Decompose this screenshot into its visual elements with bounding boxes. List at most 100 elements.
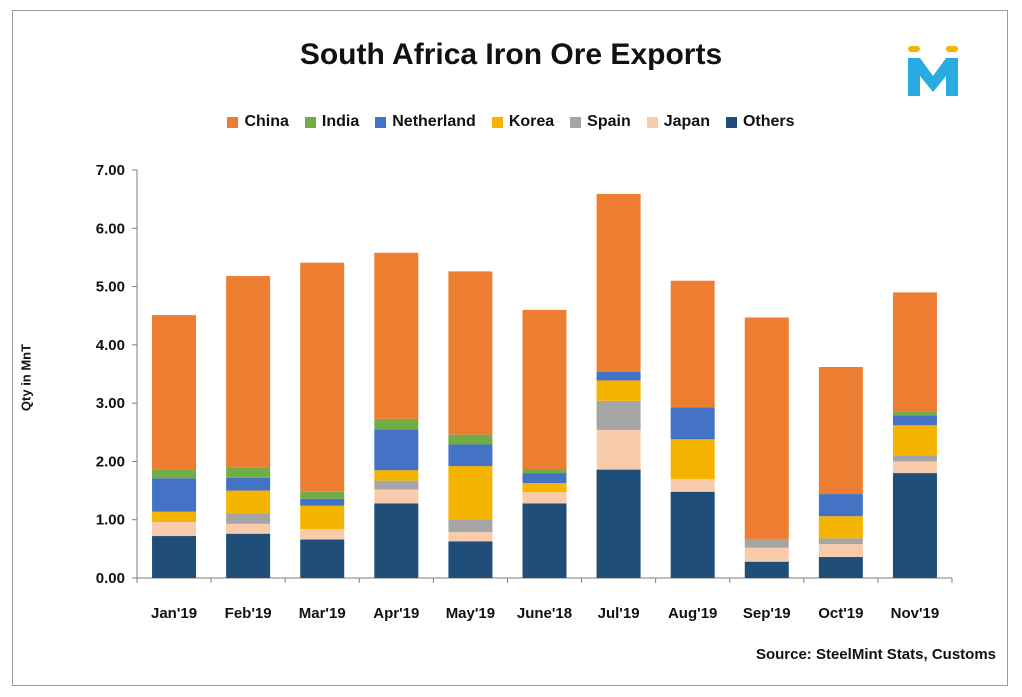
legend-item-netherland: Netherland [375,113,476,131]
legend-item-others: Others [725,113,795,131]
x-tick-label: Oct'19 [818,605,863,622]
y-tick-label: 2.00 [96,453,125,470]
bar-segment-netherland-9 [818,494,863,517]
bar-segment-others-1 [226,533,271,578]
bar-segment-china-9 [818,367,863,495]
bar-segment-india-10 [892,411,937,416]
legend-label: Spain [587,113,631,130]
bar-segment-japan-9 [818,544,863,558]
x-tick-label: Aug'19 [668,605,717,622]
bar-segment-spain-3 [374,480,419,490]
bar-segment-korea-10 [892,425,937,456]
bar-segment-korea-4 [448,466,493,520]
bar-segment-korea-9 [818,516,863,539]
bar-segment-netherland-1 [226,477,271,491]
bar-segment-japan-0 [152,522,197,537]
legend-item-korea: Korea [491,113,555,131]
bar-segment-china-1 [226,276,271,468]
bar-segment-china-2 [300,262,345,492]
bar-segment-netherland-4 [448,444,493,467]
bar-segment-others-5 [522,503,567,578]
bar-segment-netherland-5 [522,473,567,483]
legend-swatch [646,116,658,128]
chart-legend: China India Netherland Korea Spain Japan Other… [0,113,1022,131]
bar-segment-korea-2 [300,505,345,530]
legend-item-japan: Japan [646,113,710,131]
x-tick-label: Jan'19 [151,605,197,622]
bar-segment-japan-3 [374,489,419,504]
bar-segment-others-0 [152,536,197,578]
y-tick-label: 1.00 [96,512,125,529]
legend-swatch [570,116,582,128]
y-tick-label: 4.00 [96,337,125,354]
bar-segment-china-7 [670,280,715,408]
bar-segment-spain-10 [892,455,937,462]
logo-accent-right [946,46,958,52]
bar-segment-japan-6 [596,429,641,470]
x-tick-label: Sep'19 [743,605,791,622]
bar-segment-india-4 [448,434,493,445]
logo-m-shape [908,58,958,96]
bar-segment-india-2 [300,491,345,499]
bar-segment-china-5 [522,309,567,470]
bar-segment-china-3 [374,252,419,419]
x-tick-label: Nov'19 [891,605,940,622]
chart-title: South Africa Iron Ore Exports [299,38,723,71]
legend-label: Japan [663,113,710,130]
legend-swatch [227,116,239,128]
bar-segment-china-10 [892,292,937,412]
legend-label: Korea [508,113,555,130]
bar-segment-japan-4 [448,531,493,542]
bar-segment-india-1 [226,467,271,478]
bar-segment-netherland-6 [596,371,641,381]
bar-segment-others-10 [892,473,937,578]
bar-segment-korea-3 [374,470,419,481]
bar-segment-others-3 [374,503,419,578]
x-tick-label: Feb'19 [225,605,272,622]
bar-segment-japan-10 [892,461,937,474]
bar-segment-netherland-0 [152,478,197,512]
legend-item-india: India [304,113,359,131]
y-tick-label: 7.00 [96,162,125,179]
bar-segment-korea-1 [226,490,271,514]
bar-segment-netherland-3 [374,429,419,471]
legend-swatch [725,116,737,128]
x-tick-label: Apr'19 [373,605,419,622]
bar-segment-others-7 [670,491,715,578]
bar-segment-others-2 [300,539,345,578]
bar-segment-spain-9 [818,538,863,545]
bar-segment-china-0 [152,315,197,470]
x-tick-label: Mar'19 [299,605,346,622]
bar-segment-netherland-2 [300,498,345,506]
x-tick-label: May'19 [446,605,495,622]
y-tick-label: 6.00 [96,220,125,237]
legend-label: Others [742,113,795,130]
bar-segment-japan-2 [300,529,345,540]
bar-segment-japan-1 [226,523,271,534]
bar-segment-india-5 [522,469,567,474]
bar-segment-korea-7 [670,439,715,479]
bar-segment-others-8 [744,561,789,578]
bar-segment-korea-0 [152,511,197,523]
legend-swatch [375,116,387,128]
bar-segment-spain-8 [744,538,789,548]
bar-segment-japan-5 [522,492,567,504]
x-tick-label: Jul'19 [598,605,640,622]
bar-segment-others-6 [596,469,641,578]
bar-segment-india-0 [152,469,197,479]
bar-segment-korea-6 [596,380,641,401]
bar-segment-netherland-7 [670,407,715,440]
bar-segment-china-4 [448,271,493,435]
bar-segment-others-4 [448,541,493,578]
legend-swatch [304,116,316,128]
bar-segment-china-8 [744,317,789,539]
logo-accent-left [908,46,920,52]
bar-segment-china-6 [596,193,641,372]
bar-segment-netherland-10 [892,415,937,426]
legend-label: China [244,113,289,130]
steelmint-logo-icon [908,46,958,96]
y-tick-label: 0.00 [96,570,125,587]
legend-item-spain: Spain [570,113,631,131]
legend-item-china: China [227,113,289,131]
